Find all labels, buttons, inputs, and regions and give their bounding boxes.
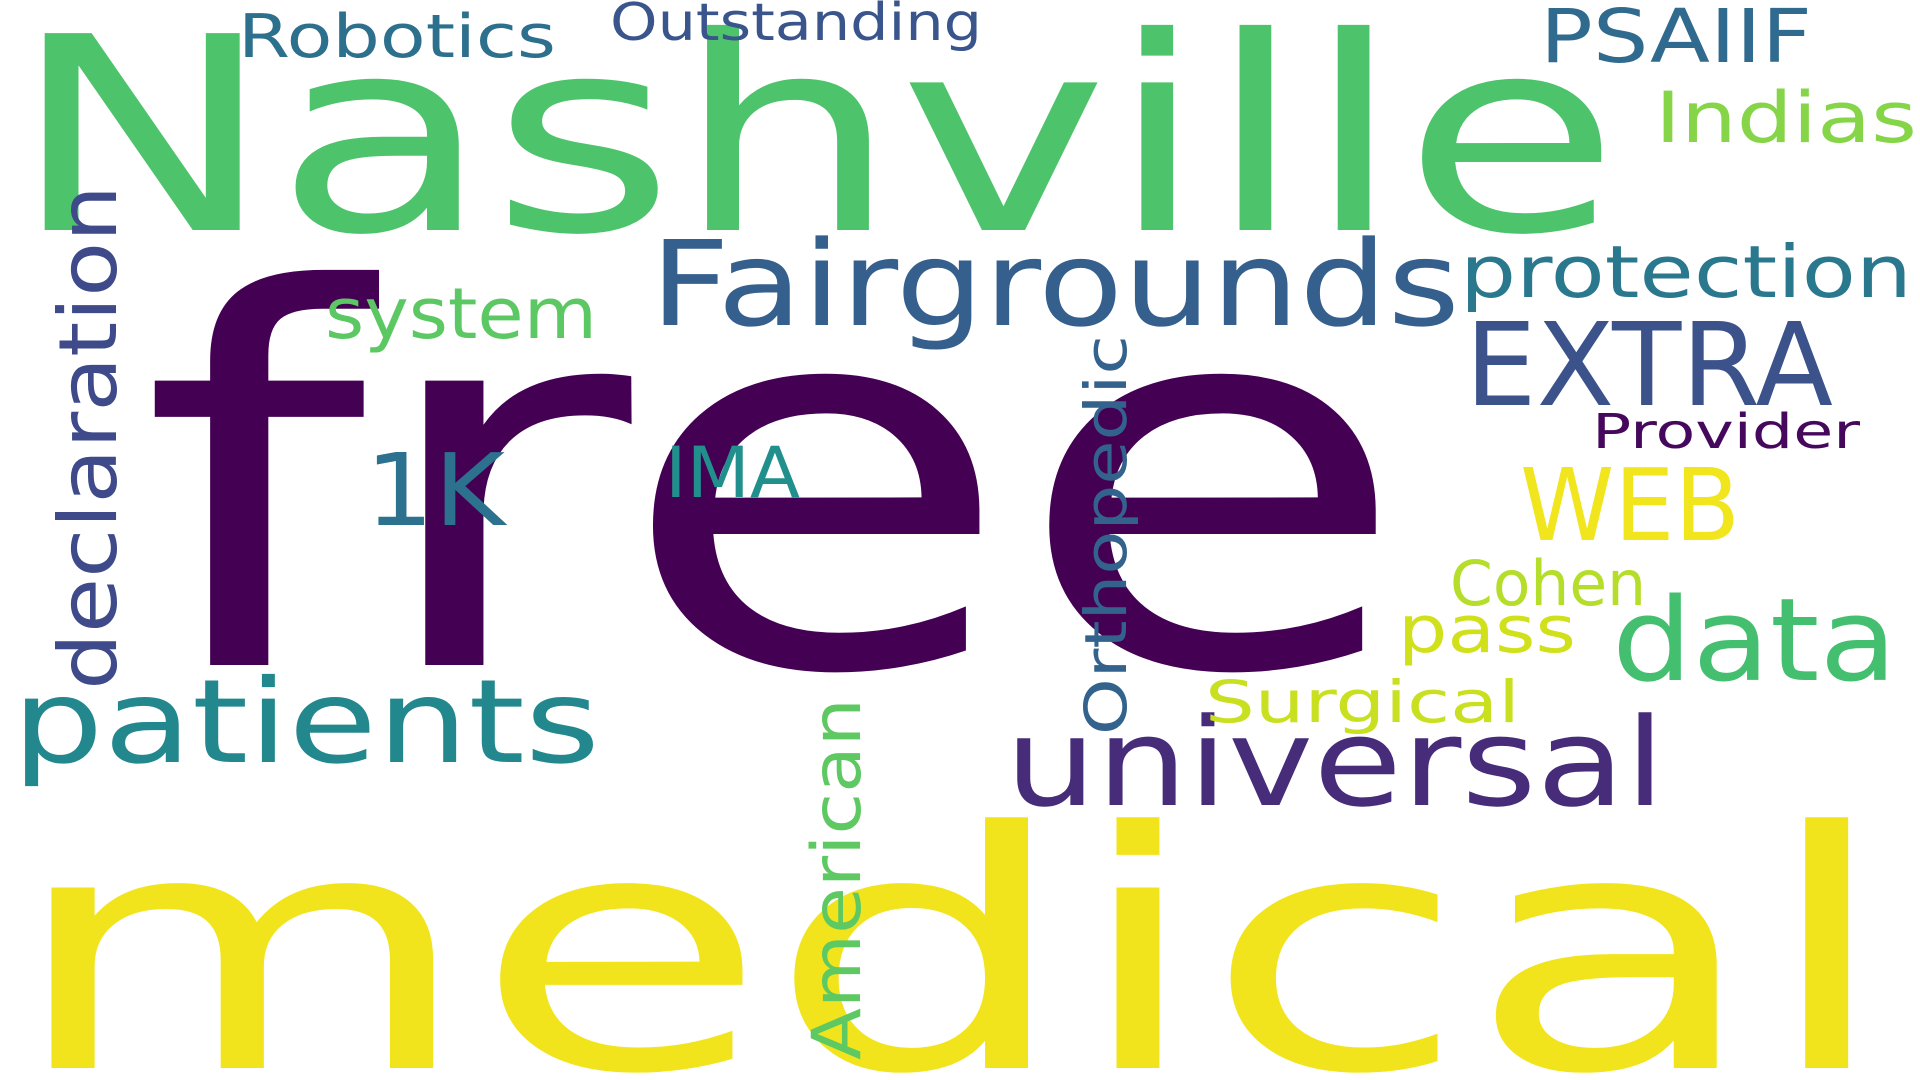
- word-american: American: [798, 698, 877, 1060]
- word-data: data: [1612, 574, 1897, 708]
- word-web: WEB: [1520, 447, 1740, 564]
- word-surgical: Surgical: [1205, 668, 1520, 736]
- word-psaiif: PSAIIF: [1540, 0, 1812, 80]
- word-medical: medical: [8, 762, 1893, 1080]
- word-free: free: [140, 182, 1410, 788]
- word-indias: Indias: [1655, 77, 1917, 159]
- word-orthopedic: Orthopedic: [1072, 335, 1140, 735]
- word-declaration: declaration: [42, 185, 135, 690]
- word-universal: universal: [1005, 692, 1665, 834]
- word-robotics: Robotics: [238, 2, 556, 72]
- word-fairgrounds: Fairgrounds: [650, 215, 1460, 353]
- word-system: system: [325, 273, 597, 355]
- word-protection: protection: [1460, 230, 1912, 314]
- word-extra: EXTRA: [1465, 299, 1833, 433]
- word-outstanding: Outstanding: [610, 0, 982, 53]
- word-cohen: Cohen: [1450, 547, 1646, 620]
- word-provider: Provider: [1592, 404, 1860, 460]
- word-patients: patients: [12, 655, 600, 790]
- word-pass: pass: [1398, 593, 1576, 668]
- word-ima: IMA: [665, 432, 800, 514]
- word-1k: 1K: [365, 432, 508, 549]
- word-nashville: Nashville: [10, 0, 1620, 294]
